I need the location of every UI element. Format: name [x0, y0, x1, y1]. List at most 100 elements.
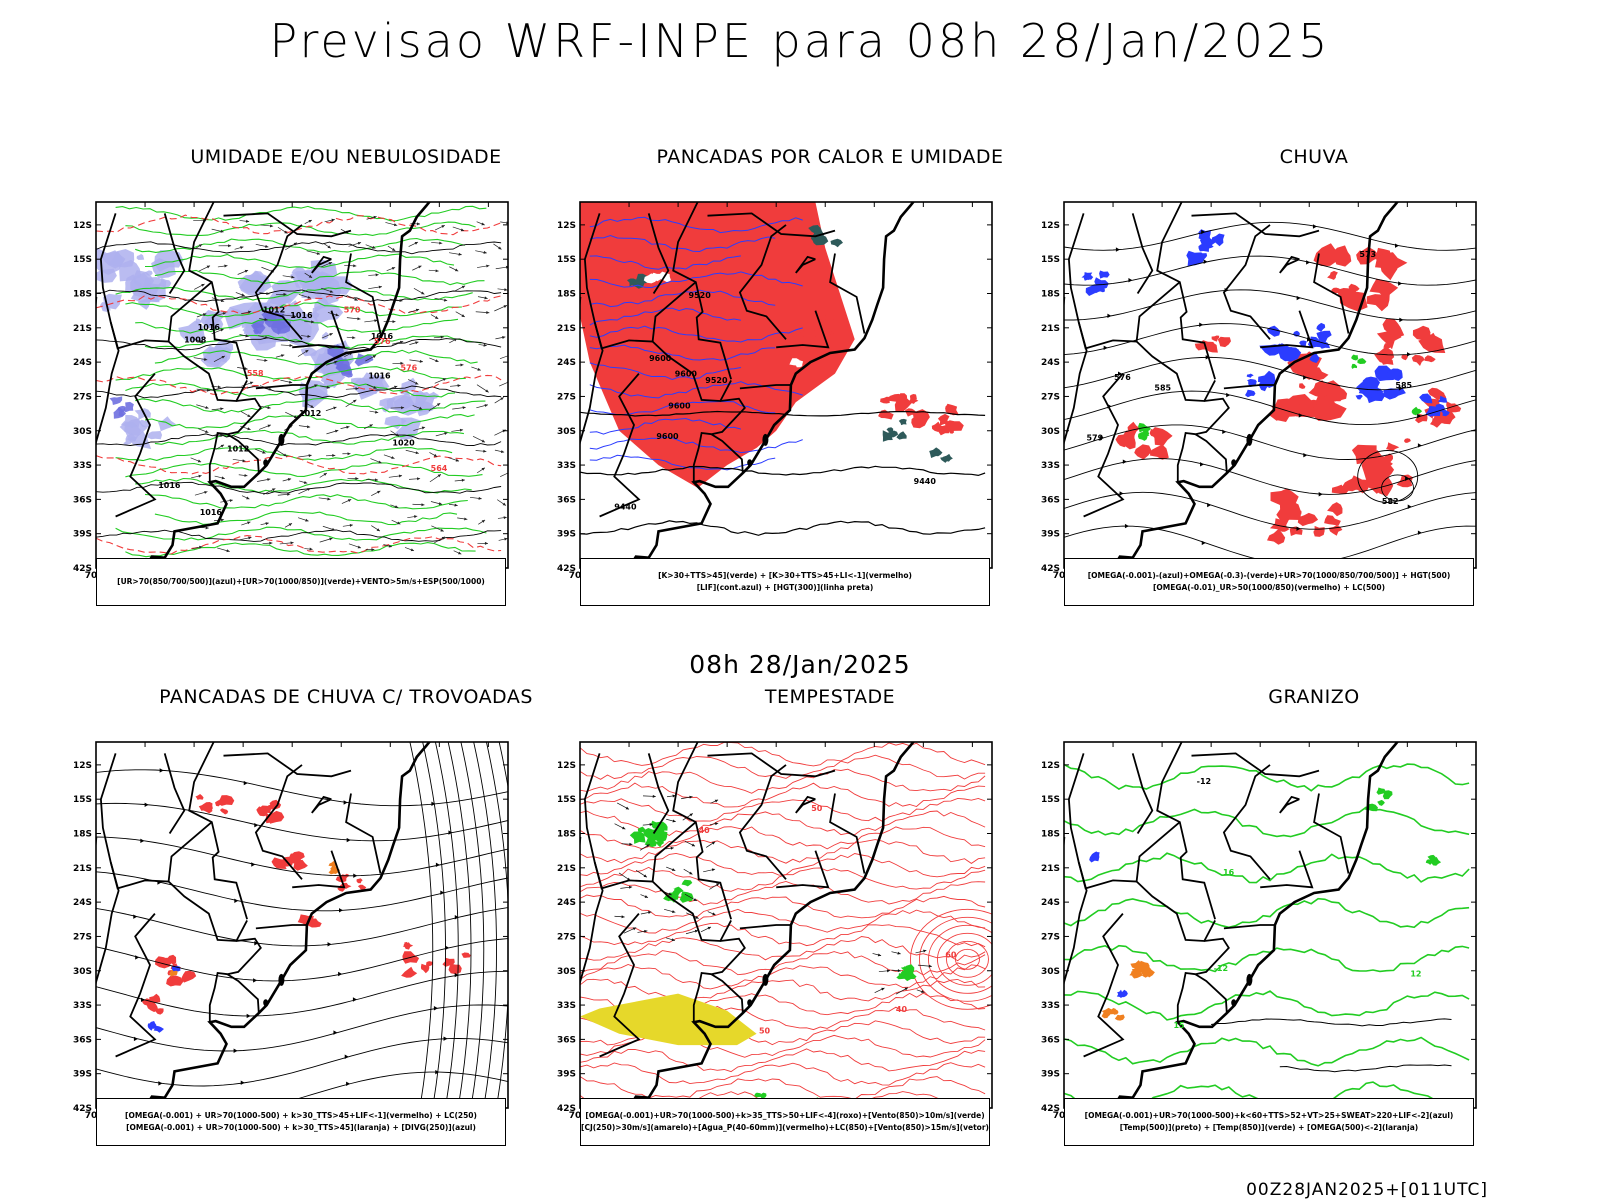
lat-label: 15S [73, 795, 92, 805]
lifted-index-contour [589, 381, 803, 399]
rain-area [1334, 393, 1344, 402]
lc250-streamline [96, 1004, 508, 1052]
wind-vector-head [287, 492, 291, 496]
rh-midlevel-area [126, 430, 152, 450]
wind850-area [636, 835, 644, 840]
country-border [188, 202, 248, 380]
lc250-streamline-arrow [234, 898, 239, 903]
wind-vector-head [460, 363, 464, 367]
isobar [96, 241, 502, 255]
omega-area [1258, 370, 1276, 388]
wind-vector-head [353, 264, 357, 268]
wind850-vector-head [694, 929, 699, 933]
hgt300-contour [580, 520, 986, 536]
lagoon [762, 433, 769, 446]
storm-area [944, 420, 964, 432]
thunderstorm-area [172, 977, 184, 985]
lat-label: 21S [1041, 864, 1060, 874]
lc250-streamline [96, 938, 508, 982]
legend-line: [OMEGA(-0.01)_UR>50(1000/850)(vermelho) … [1152, 583, 1386, 592]
wind-vector-head [443, 298, 448, 302]
hgt500-streamline-arrow [1306, 260, 1311, 265]
contour-label: 9520 [689, 291, 712, 300]
legend-line: [Temp(500)](preto) + [Temp(850)](verde) … [1119, 1123, 1419, 1132]
thunderstorm-area [195, 794, 204, 800]
country-border [1064, 861, 1088, 988]
lc250-streamline-arrow [435, 862, 440, 868]
wind850-vector-head [928, 964, 932, 968]
wind-vector-head [291, 275, 295, 279]
lagoon [263, 459, 269, 467]
country-border [115, 913, 157, 1058]
lat-label: 30S [557, 427, 576, 437]
rain-area [1276, 500, 1301, 521]
wind-vector-head [461, 285, 466, 289]
cyclone-contour [946, 940, 989, 978]
wind-vector-head [440, 528, 444, 532]
hgt500-streamline-arrow [1417, 530, 1422, 535]
rh-lowlevel-contour [115, 526, 487, 541]
lc850-streamline [580, 908, 986, 934]
wind850-vector-head [711, 868, 716, 872]
wind-vector-head [271, 488, 276, 492]
omega500-area [1132, 970, 1143, 979]
wind-vector-head [220, 518, 225, 522]
wind-vector-head [205, 526, 209, 530]
lc850-streamline [580, 1062, 986, 1086]
lc250-streamline-arrow [133, 1036, 138, 1042]
wind-vector-head [314, 384, 318, 388]
lat-label: 30S [73, 967, 92, 977]
wind-vector-head [483, 250, 487, 254]
wind-vector-head [346, 425, 350, 429]
wind-vector-head [455, 458, 460, 462]
wind-vector-head [220, 299, 225, 303]
thunderstorm-area [357, 884, 367, 890]
wind850-vector-head [711, 841, 716, 845]
hgt500-streamline-arrow [1417, 443, 1422, 448]
wind850-area [673, 888, 680, 893]
rain-area [1313, 525, 1325, 537]
lat-label: 27S [557, 932, 576, 942]
country-border [710, 973, 744, 1014]
wind850-vector-head [712, 912, 716, 916]
lat-label: 21S [73, 864, 92, 874]
wind-vector-head [438, 502, 443, 506]
wind-vector-head [264, 358, 268, 362]
cyclone-contour [955, 948, 980, 970]
clear-area [651, 272, 661, 282]
lat-label: 42S [73, 564, 92, 574]
contour-label: 1016 [198, 323, 221, 332]
lc250-streamline-arrow [346, 837, 351, 843]
wind-vector-head [441, 225, 445, 228]
rain-area [1375, 252, 1408, 272]
lat-label: 12S [73, 761, 92, 771]
lifted-index-contour [589, 436, 803, 454]
lat-label: 15S [1041, 795, 1060, 805]
rain-area [1424, 355, 1436, 363]
wind-vector-head [435, 269, 439, 273]
country-border [1131, 213, 1154, 294]
rh-midlevel-area [178, 320, 206, 342]
storm-area [800, 329, 816, 341]
wind850-vector-head [670, 846, 674, 850]
wind-vector [499, 355, 508, 359]
wind-vector-head [199, 340, 203, 343]
lifted-index-contour [589, 344, 776, 361]
wind-vector-head [503, 516, 507, 520]
lat-label: 12S [1041, 761, 1060, 771]
rain-area [1369, 278, 1399, 299]
wind-vector-head [283, 453, 287, 457]
wind-vector-head [268, 387, 272, 391]
wind850-vector-head [695, 915, 699, 919]
lat-label: 39S [73, 530, 92, 540]
rain-area [1382, 318, 1405, 339]
wind-vector-head [394, 385, 398, 389]
wind850-vector-head [646, 844, 650, 848]
omega-area [1419, 393, 1433, 404]
wind-vector-head [355, 387, 359, 391]
omega500-area [1114, 1014, 1125, 1021]
hgt500-streamline-arrow [1417, 413, 1422, 419]
lat-label: 15S [1041, 255, 1060, 265]
instability-area [898, 418, 907, 426]
legend-box: [OMEGA(-0.001)-(azul)+OMEGA(-0.3)-(verde… [1064, 558, 1474, 606]
